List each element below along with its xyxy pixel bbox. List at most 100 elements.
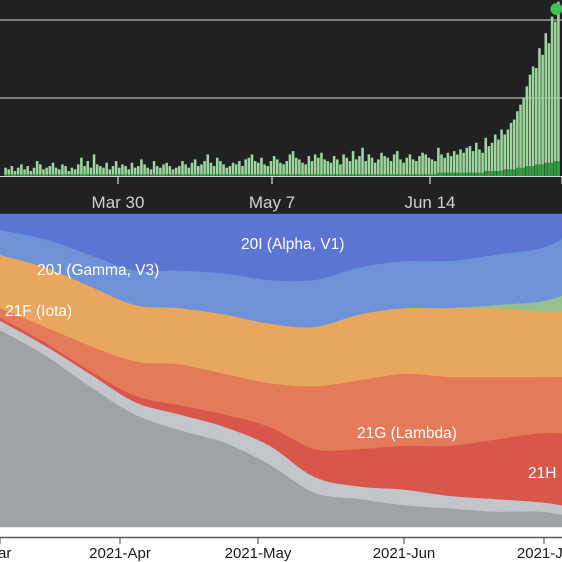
bar-base (531, 166, 535, 176)
bar (64, 166, 67, 176)
bar-base (29, 174, 33, 176)
bar-base (443, 172, 446, 176)
bar (162, 164, 165, 176)
bar (146, 167, 150, 176)
bar-base (263, 174, 266, 176)
bar (257, 162, 260, 176)
bar-base (383, 174, 386, 176)
bar-base (32, 174, 36, 176)
bar-base (332, 174, 336, 176)
bar-base (39, 174, 42, 176)
bar-base (206, 174, 210, 176)
bar-base (64, 174, 67, 176)
bar-base (487, 171, 491, 176)
bar (408, 154, 412, 176)
bar-base (234, 174, 238, 176)
bar (298, 159, 301, 176)
bar-base (133, 174, 137, 176)
bar-base (294, 174, 298, 176)
bar-base (307, 174, 311, 176)
bar-base (490, 171, 494, 176)
bar-base (459, 172, 462, 176)
bar-base (405, 174, 409, 176)
bar-base (16, 174, 20, 176)
bar-base (291, 174, 295, 176)
bar (383, 156, 386, 176)
bar-base (155, 174, 159, 176)
bar (313, 154, 317, 176)
bar (525, 86, 529, 176)
bar (348, 161, 352, 176)
bar (440, 154, 443, 176)
bar-base (209, 174, 213, 176)
bar-base (215, 174, 219, 176)
bar-base (143, 174, 146, 176)
bar (301, 162, 304, 176)
bar-base (108, 174, 112, 176)
bar (399, 159, 402, 176)
bar (418, 156, 421, 176)
bar (39, 164, 42, 176)
bar-base (358, 174, 361, 176)
bar-base (61, 174, 64, 176)
bar-base (121, 174, 124, 176)
bar (449, 156, 453, 176)
bar (54, 167, 58, 176)
bar-base (468, 172, 472, 176)
bar-base (257, 174, 260, 176)
bar-base (51, 174, 55, 176)
bar-base (557, 161, 560, 176)
bar (414, 161, 418, 176)
bar (73, 169, 77, 176)
area-series-label: 20J (Gamma, V3) (37, 262, 159, 279)
bar-base (396, 174, 399, 176)
bar-base (244, 174, 247, 176)
bar (310, 161, 314, 176)
bar (102, 167, 105, 176)
bar (121, 164, 124, 176)
bar-base (272, 174, 276, 176)
bar (427, 157, 431, 176)
bar-base (317, 174, 320, 176)
bar-base (152, 174, 156, 176)
bar (364, 161, 367, 176)
bar (86, 161, 89, 176)
bar-base (506, 169, 510, 176)
bar-base (339, 174, 342, 176)
bar (155, 166, 159, 176)
bar (209, 162, 213, 176)
bar (522, 97, 525, 176)
bar-base (105, 174, 108, 176)
bar-base (323, 174, 326, 176)
bar (411, 159, 415, 176)
area-band (0, 213, 562, 282)
bar (421, 152, 424, 176)
bar-base (181, 174, 184, 176)
bar (263, 164, 266, 176)
bar (23, 169, 26, 176)
bar-base (392, 174, 396, 176)
bar-base (475, 172, 478, 176)
bar-base (336, 174, 339, 176)
bar (282, 164, 285, 176)
bar (133, 167, 137, 176)
bar (367, 154, 371, 176)
bar (424, 154, 428, 176)
bar (222, 164, 225, 176)
bar (67, 171, 71, 176)
bar-base (481, 172, 484, 176)
bar-base (275, 174, 279, 176)
bar (253, 161, 257, 176)
bar (32, 167, 36, 176)
bar (329, 162, 333, 176)
bar-base (269, 174, 273, 176)
bar (459, 149, 462, 176)
bar (136, 166, 140, 176)
bar (396, 151, 399, 176)
bar (392, 154, 396, 176)
bar (538, 48, 541, 176)
bar-base (377, 174, 380, 176)
bar (291, 151, 295, 176)
bar (215, 157, 219, 176)
bar-base (544, 162, 548, 176)
